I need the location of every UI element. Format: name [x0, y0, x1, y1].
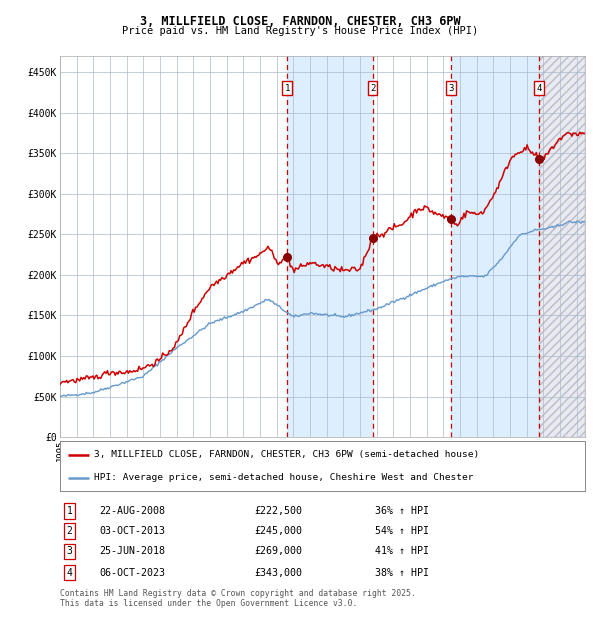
Text: 03-OCT-2013: 03-OCT-2013 — [100, 526, 166, 536]
Text: 4: 4 — [67, 567, 73, 578]
Bar — [287, 56, 373, 437]
Text: £269,000: £269,000 — [254, 546, 302, 557]
Text: £222,500: £222,500 — [254, 506, 302, 516]
Text: 25-JUN-2018: 25-JUN-2018 — [100, 546, 166, 557]
Text: 3, MILLFIELD CLOSE, FARNDON, CHESTER, CH3 6PW (semi-detached house): 3, MILLFIELD CLOSE, FARNDON, CHESTER, CH… — [94, 450, 479, 459]
Text: 06-OCT-2023: 06-OCT-2023 — [100, 567, 166, 578]
Bar — [539, 56, 585, 437]
Text: 3, MILLFIELD CLOSE, FARNDON, CHESTER, CH3 6PW: 3, MILLFIELD CLOSE, FARNDON, CHESTER, CH… — [140, 15, 460, 28]
Text: HPI: Average price, semi-detached house, Cheshire West and Chester: HPI: Average price, semi-detached house,… — [94, 473, 473, 482]
Bar — [451, 56, 539, 437]
Text: £245,000: £245,000 — [254, 526, 302, 536]
Text: Contains HM Land Registry data © Crown copyright and database right 2025.
This d: Contains HM Land Registry data © Crown c… — [60, 589, 416, 608]
Text: 22-AUG-2008: 22-AUG-2008 — [100, 506, 166, 516]
Text: 3: 3 — [67, 546, 73, 557]
Text: 54% ↑ HPI: 54% ↑ HPI — [375, 526, 429, 536]
Text: 2: 2 — [370, 84, 375, 93]
Text: 41% ↑ HPI: 41% ↑ HPI — [375, 546, 429, 557]
Text: 36% ↑ HPI: 36% ↑ HPI — [375, 506, 429, 516]
Text: 1: 1 — [67, 506, 73, 516]
Text: 2: 2 — [67, 526, 73, 536]
Text: 1: 1 — [285, 84, 290, 93]
Text: 4: 4 — [537, 84, 542, 93]
Text: 38% ↑ HPI: 38% ↑ HPI — [375, 567, 429, 578]
Text: Price paid vs. HM Land Registry's House Price Index (HPI): Price paid vs. HM Land Registry's House … — [122, 26, 478, 36]
Bar — [539, 56, 585, 437]
Text: £343,000: £343,000 — [254, 567, 302, 578]
Text: 3: 3 — [449, 84, 454, 93]
